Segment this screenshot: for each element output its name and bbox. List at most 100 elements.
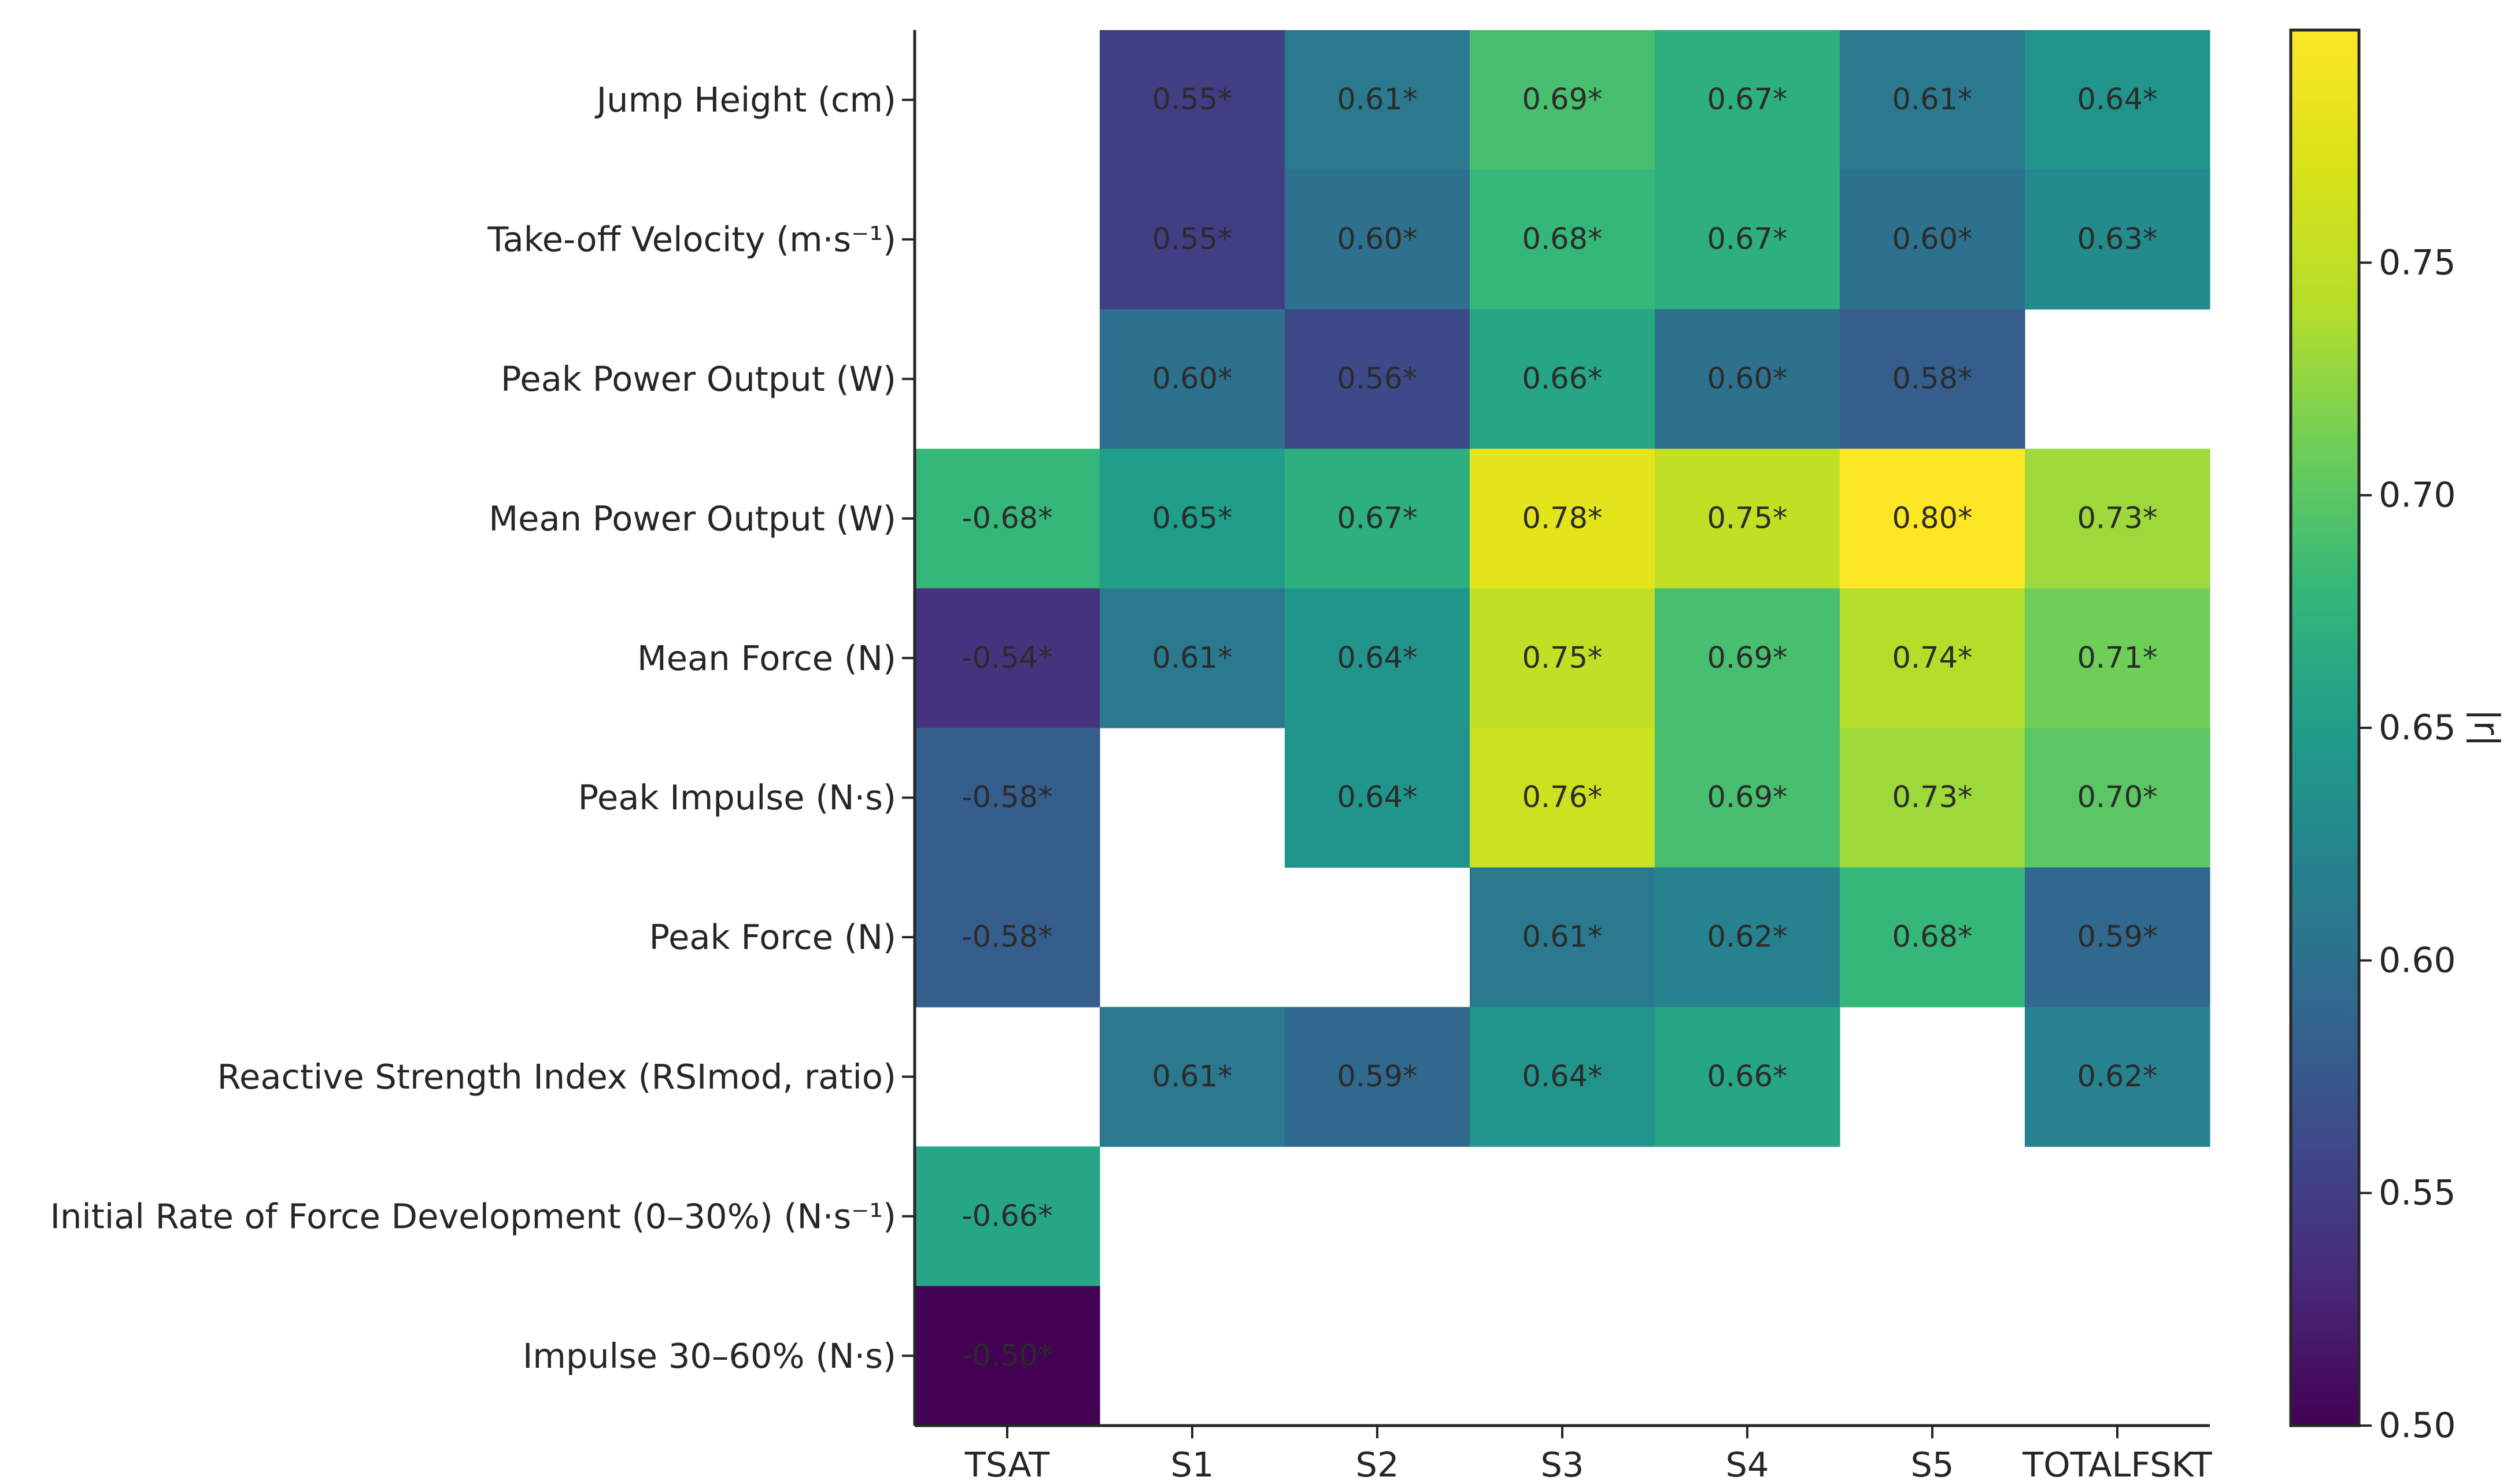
x-tick-label: S1 (1171, 1445, 1214, 1484)
heatmap-cell (1655, 449, 1840, 589)
heatmap-cell (2025, 449, 2210, 589)
heatmap-cell (1285, 449, 1470, 589)
cell-value-label: 0.61* (1892, 83, 1972, 117)
heatmap-cell (915, 867, 1100, 1008)
cell-value-label: 0.61* (1152, 641, 1232, 675)
y-tick-label: Mean Power Output (W) (489, 498, 896, 538)
colorbar-tick-label: 0.55 (2379, 1173, 2456, 1213)
heatmap-cell (1285, 169, 1470, 310)
colorbar-tick-label: 0.50 (2379, 1405, 2456, 1446)
heatmap-cell (1840, 309, 2025, 449)
heatmap-cell (1100, 588, 1285, 728)
heatmap-cell (1655, 1006, 1840, 1147)
cell-value-label: 0.58* (1892, 362, 1972, 396)
cell-value-label: 0.75* (1707, 501, 1787, 535)
heatmap-cell (915, 728, 1100, 868)
cell-value-label: 0.80* (1892, 501, 1972, 535)
colorbar-tick-label: 0.70 (2379, 475, 2456, 516)
heatmap-cell (1655, 588, 1840, 728)
heatmap-cell (1840, 449, 2025, 589)
heatmap-cell (2025, 588, 2210, 728)
cell-value-label: -0.58* (962, 920, 1052, 954)
y-tick-label: Peak Force (N) (649, 917, 896, 957)
heatmap-cell (1840, 30, 2025, 170)
heatmap-cell (1470, 30, 1655, 170)
heatmap-cell (1470, 1006, 1655, 1147)
y-tick-label: Reactive Strength Index (RSImod, ratio) (217, 1057, 896, 1097)
heatmap-cell (2025, 728, 2210, 868)
cell-value-label: 0.62* (1707, 920, 1787, 954)
cell-value-label: 0.64* (1337, 780, 1417, 815)
y-tick-label: Impulse 30–60% (N·s) (523, 1336, 896, 1376)
x-tick-label: S5 (1911, 1445, 1954, 1484)
heatmap-cell (1470, 449, 1655, 589)
heatmap-cell (1655, 169, 1840, 310)
cell-value-label: 0.70* (2077, 780, 2157, 815)
heatmap-cell (1100, 1006, 1285, 1147)
heatmap-cell (1470, 867, 1655, 1008)
cell-value-label: -0.50* (962, 1339, 1052, 1373)
cell-value-label: 0.68* (1892, 920, 1972, 954)
y-tick-label: Initial Rate of Force Development (0–30%… (50, 1196, 896, 1236)
heatmap-cell (1285, 728, 1470, 868)
cell-value-label: 0.67* (1707, 223, 1787, 257)
heatmap-cell (1285, 588, 1470, 728)
heatmap-cell (1100, 449, 1285, 589)
colorbar-tick-label: 0.60 (2379, 940, 2456, 980)
cell-value-label: 0.71* (2077, 641, 2157, 675)
cell-value-label: 0.69* (1707, 641, 1787, 675)
cell-value-label: 0.67* (1337, 501, 1417, 535)
heatmap-cell (915, 1146, 1100, 1287)
cell-value-label: 0.60* (1337, 223, 1417, 257)
heatmap-cell (1840, 728, 2025, 868)
cell-value-label: 0.61* (1337, 83, 1417, 117)
colorbar-gradient (2289, 28, 2361, 1427)
cell-value-label: 0.60* (1152, 362, 1232, 396)
cell-value-label: 0.59* (2077, 920, 2157, 954)
y-tick-label: Peak Power Output (W) (501, 359, 896, 399)
cell-value-label: -0.68* (962, 501, 1052, 535)
cell-value-label: 0.73* (1892, 780, 1972, 815)
heatmap-cell (915, 1286, 1100, 1426)
x-tick-label: TOTALFSKT (2022, 1445, 2213, 1484)
heatmap-cell (1100, 30, 1285, 170)
heatmap-cell (1840, 588, 2025, 728)
cell-value-label: 0.74* (1892, 641, 1972, 675)
cell-value-label: 0.76* (1522, 780, 1602, 815)
heatmap-cell (1470, 588, 1655, 728)
cell-value-label: 0.64* (1337, 641, 1417, 675)
heatmap-cell (1840, 867, 2025, 1008)
heatmap-cell (1285, 30, 1470, 170)
heatmap-cell (1285, 1006, 1470, 1147)
colorbar-tick-label: 0.75 (2379, 242, 2456, 283)
heatmap-cell (1100, 309, 1285, 449)
cell-value-label: 0.55* (1152, 83, 1232, 117)
heatmap-cell (1655, 867, 1840, 1008)
colorbar-label: |r| (2466, 709, 2506, 746)
cell-value-label: 0.64* (2077, 83, 2157, 117)
y-tick-label: Take-off Velocity (m·s⁻¹) (487, 220, 896, 260)
cell-value-label: 0.73* (2077, 501, 2157, 535)
heatmap-cell (1655, 309, 1840, 449)
cell-value-label: 0.63* (2077, 223, 2157, 257)
cell-value-label: 0.68* (1522, 223, 1602, 257)
heatmap-cell (2025, 1006, 2210, 1147)
x-tick-label: TSAT (964, 1445, 1050, 1484)
y-tick-label: Jump Height (cm) (594, 80, 896, 120)
cell-value-label: 0.69* (1707, 780, 1787, 815)
cell-value-label: 0.60* (1707, 362, 1787, 396)
heatmap-cell (1655, 30, 1840, 170)
y-tick-label: Mean Force (N) (637, 638, 896, 678)
cell-value-label: 0.61* (1522, 920, 1602, 954)
heatmap-cell (1470, 728, 1655, 868)
cell-value-label: 0.62* (2077, 1060, 2157, 1094)
cell-value-label: 0.61* (1152, 1060, 1232, 1094)
heatmap-cell (1100, 169, 1285, 310)
cell-value-label: 0.65* (1152, 501, 1232, 535)
cell-value-label: 0.56* (1337, 362, 1417, 396)
colorbar: 0.50 0.55 0.60 0.65 0.70 0.75 |r| (2289, 28, 2506, 1446)
heatmap-cell (2025, 30, 2210, 170)
heatmap-cell (1470, 169, 1655, 310)
heatmap-cell (1285, 309, 1470, 449)
